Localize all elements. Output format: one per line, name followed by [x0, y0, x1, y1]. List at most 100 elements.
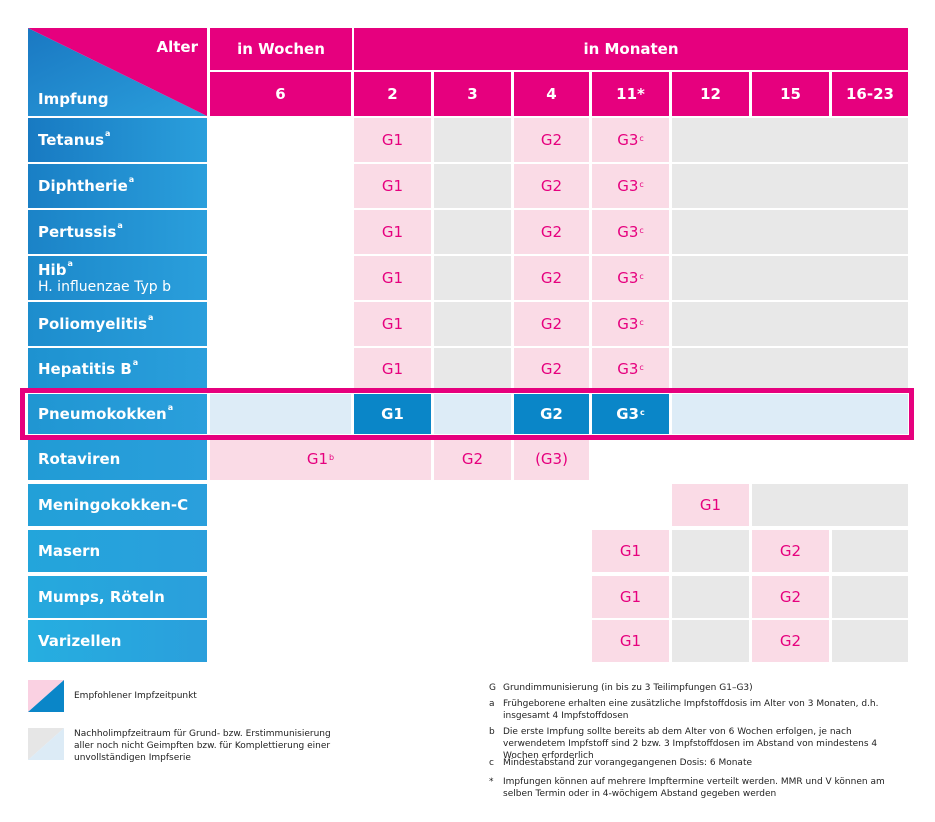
dose-label: G3 — [617, 131, 639, 149]
row-name: Meningokokken-C — [38, 496, 189, 514]
dose-note: c — [639, 271, 644, 281]
empty-cell — [434, 394, 511, 434]
dose-cell: G2 — [514, 302, 589, 346]
empty-cell — [672, 530, 749, 572]
dose-label: G2 — [779, 632, 802, 650]
dose-cell: G1 — [592, 576, 669, 618]
row-label: Meningokokken-C — [28, 484, 207, 526]
empty-cell — [210, 348, 351, 390]
row-label: Poliomyelitisa — [28, 302, 207, 346]
dose-cell: G2 — [752, 530, 829, 572]
empty-cell — [672, 118, 908, 162]
row-name-line: Mumps, Röteln — [38, 588, 165, 606]
dose-cell: G3 c — [592, 210, 669, 254]
footnote-key: c — [489, 758, 494, 768]
dose-label: G2 — [540, 177, 563, 195]
dose-cell: G3 c — [592, 118, 669, 162]
empty-cell — [210, 576, 589, 618]
empty-cell — [832, 530, 908, 572]
row-name: Pertussis — [38, 223, 117, 241]
empty-cell — [592, 438, 908, 480]
dose-cell: G2 — [514, 256, 589, 300]
dose-cell: G2 — [514, 210, 589, 254]
dose-cell: G1 — [592, 530, 669, 572]
empty-cell — [434, 164, 511, 208]
empty-cell — [672, 164, 908, 208]
footnote: b Die erste Impfung sollte bereits ab dem… — [489, 726, 909, 762]
corner-cell: Alter Impfung — [28, 28, 207, 116]
footnote-text: Die erste Impfung sollte bereits ab dem … — [503, 727, 878, 761]
row-label: Mumps, Röteln — [28, 576, 207, 618]
row-name: Pneumokokken — [38, 405, 167, 423]
row-name-line: Pneumokokkena — [38, 403, 174, 423]
dose-cell: G3 c — [592, 348, 669, 390]
row-name-line: Pertussisa — [38, 221, 123, 241]
empty-cell — [672, 348, 908, 390]
dose-label: G1 — [619, 588, 642, 606]
dose-cell: G3 c — [592, 164, 669, 208]
age-header: 11* — [592, 72, 669, 116]
row-name-line: Tetanusa — [38, 129, 111, 149]
dose-label: G1 — [381, 315, 404, 333]
age-header: 15 — [752, 72, 829, 116]
dose-note: c — [639, 133, 644, 143]
empty-cell — [832, 576, 908, 618]
footnote: c Mindestabstand zur vorangegangenen Dosi… — [489, 757, 909, 769]
row-name: Tetanus — [38, 131, 104, 149]
dose-cell: G1 — [354, 164, 431, 208]
footnote-text: Grundimmunisierung (in bis zu 3 Teilimpf… — [503, 683, 753, 693]
row-name: Hepatitis B — [38, 360, 132, 378]
dose-label: G2 — [540, 405, 563, 423]
dose-label: G2 — [540, 315, 563, 333]
highlight-frame — [20, 388, 914, 440]
dose-cell: G1 — [672, 484, 749, 526]
empty-cell — [672, 256, 908, 300]
footnote-text: Mindestabstand zur vorangegangenen Dosis… — [503, 758, 753, 768]
dose-cell: G2 — [752, 620, 829, 662]
dose-label: G1 — [381, 360, 404, 378]
row-name-line: Hiba — [38, 259, 73, 279]
months-header: in Monaten — [354, 28, 908, 70]
dose-label: G3 — [617, 315, 639, 333]
row-label: Hepatitis Ba — [28, 348, 207, 390]
row-name-line: Poliomyelitisa — [38, 313, 154, 333]
row-name: Masern — [38, 542, 101, 560]
row-subtitle: H. influenzae Typ b — [38, 279, 171, 295]
empty-cell — [832, 620, 908, 662]
row-note: a — [167, 403, 174, 412]
dose-cell: G2 — [514, 164, 589, 208]
dose-cell: G1 — [354, 348, 431, 390]
empty-cell — [672, 302, 908, 346]
legend-text: Nachholimpfzeitraum für Grund- bzw. Erst… — [74, 729, 331, 763]
row-note: a — [67, 259, 73, 268]
dose-label: G2 — [461, 450, 484, 468]
dose-note: c — [639, 317, 644, 327]
corner-top-label: Alter — [157, 38, 199, 56]
row-label: Varizellen — [28, 620, 207, 662]
row-note: a — [117, 221, 123, 230]
empty-cell — [434, 348, 511, 390]
row-label: Hiba H. influenzae Typ b — [28, 256, 207, 300]
dose-label: G1 — [381, 223, 404, 241]
row-note: a — [105, 129, 111, 138]
row-name: Rotaviren — [38, 450, 121, 468]
empty-cell — [210, 118, 351, 162]
empty-cell — [434, 118, 511, 162]
legend-text: Empfohlener Impfzeitpunkt — [74, 691, 197, 701]
age-header: 2 — [354, 72, 431, 116]
row-name-line: Diphtheriea — [38, 175, 134, 195]
dose-cell: G2 — [514, 348, 589, 390]
footnote: G Grundimmunisierung (in bis zu 3 Teilimp… — [489, 682, 909, 694]
row-label: Tetanusa — [28, 118, 207, 162]
legend-icon-catchup — [28, 728, 64, 760]
row-label: Pneumokokkena — [28, 394, 207, 434]
age-header: 12 — [672, 72, 749, 116]
empty-cell — [210, 210, 351, 254]
footnote-key: b — [489, 727, 495, 737]
weeks-header: in Wochen — [210, 28, 352, 70]
dose-label: G1 — [381, 177, 404, 195]
row-label: Pertussisa — [28, 210, 207, 254]
row-note: a — [148, 313, 154, 322]
row-name: Varizellen — [38, 632, 122, 650]
